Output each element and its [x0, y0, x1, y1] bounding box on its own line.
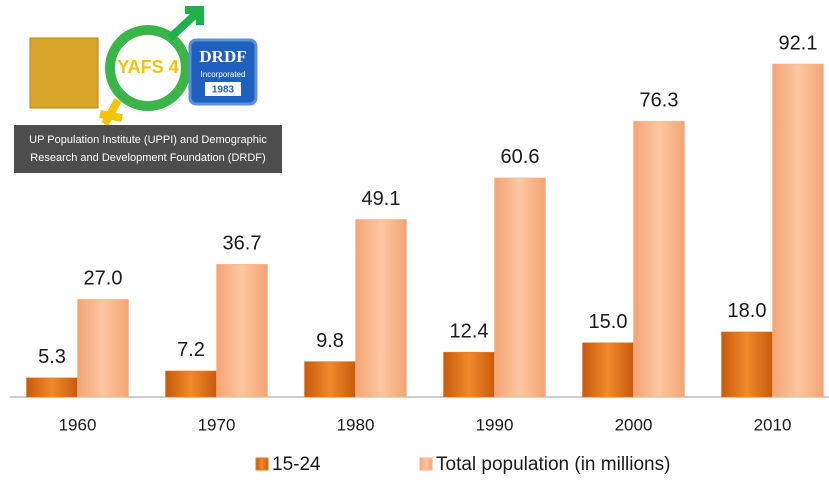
- anniversary-logo: [29, 37, 99, 109]
- value-label: 76.3: [640, 89, 679, 111]
- value-label: 15.0: [589, 311, 628, 333]
- caption-line: UP Population Institute (UPPI) and Demog…: [29, 134, 267, 146]
- bar: [443, 351, 495, 398]
- yafs-ring: [105, 25, 191, 111]
- x-tick-label: 1980: [337, 415, 375, 434]
- caption-box: [14, 125, 282, 173]
- bar: [77, 299, 129, 398]
- value-label: 27.0: [84, 268, 123, 290]
- bar: [721, 331, 773, 398]
- bar: [355, 219, 407, 398]
- value-label: 5.3: [38, 346, 66, 368]
- bar: [26, 377, 78, 398]
- value-label: 18.0: [728, 300, 767, 322]
- value-label: 12.4: [450, 320, 489, 342]
- drdf-year: 1983: [212, 85, 235, 96]
- value-label: 9.8: [316, 330, 344, 352]
- x-tick-label: 1990: [476, 415, 514, 434]
- value-label: 49.1: [362, 188, 401, 210]
- bar: [772, 63, 824, 398]
- legend-swatch: [255, 457, 269, 471]
- value-label: 60.6: [501, 146, 540, 168]
- yafs-symbol: [99, 98, 123, 126]
- value-label: 7.2: [177, 339, 205, 361]
- yafs-text: YAFS 4: [117, 57, 178, 77]
- drdf-sub: Incorporated: [201, 70, 246, 79]
- bar: [165, 370, 217, 398]
- legend-label: Total population (in millions): [436, 454, 670, 475]
- legend-swatch: [419, 457, 433, 471]
- x-tick-label: 2010: [754, 415, 792, 434]
- yafs-arrow: [167, 6, 204, 41]
- bar: [494, 177, 546, 398]
- legend-label: 15-24: [272, 454, 321, 475]
- bar: [582, 342, 634, 398]
- x-tick-label: 2000: [615, 415, 653, 434]
- value-label: 92.1: [779, 32, 818, 54]
- x-tick-label: 1960: [59, 415, 97, 434]
- bar: [633, 120, 685, 398]
- drdf-year-box: [205, 82, 241, 96]
- value-label: 36.7: [223, 233, 262, 255]
- drdf-text: DRDF: [199, 47, 246, 66]
- x-tick-label: 1970: [198, 415, 236, 434]
- caption-line: Research and Development Foundation (DRD…: [30, 152, 265, 164]
- bar: [304, 361, 356, 398]
- bar: [216, 264, 268, 398]
- logos: YAFS 4 DRDF Incorporated 1983 UP Populat…: [14, 6, 282, 173]
